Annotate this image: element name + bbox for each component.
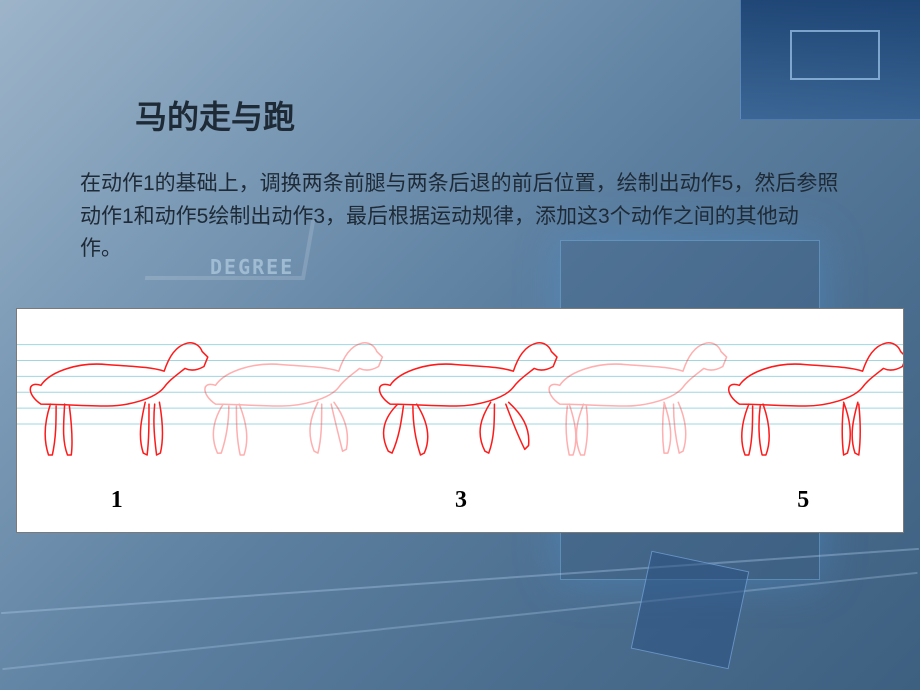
bg-outline-top-right: [790, 30, 880, 80]
bg-panel-top-right: [740, 0, 920, 120]
bg-diagonal-line-1: [1, 548, 919, 614]
svg-text:3: 3: [455, 487, 467, 513]
bg-cube: [631, 551, 750, 670]
figure-svg: 1 3 5: [17, 309, 903, 532]
svg-text:5: 5: [797, 487, 809, 513]
slide-body-text: 在动作1的基础上，调换两条前腿与两条后退的前后位置，绘制出动作5，然后参照动作1…: [80, 168, 840, 266]
slide-title: 马的走与跑: [135, 92, 295, 138]
bg-diagonal-line-2: [2, 572, 917, 670]
svg-text:1: 1: [111, 487, 123, 513]
slide: DEGREE 马的走与跑 在动作1的基础上，调换两条前腿与两条后退的前后位置，绘…: [0, 0, 920, 690]
horse-walk-cycle-figure: 1 3 5: [16, 308, 904, 533]
